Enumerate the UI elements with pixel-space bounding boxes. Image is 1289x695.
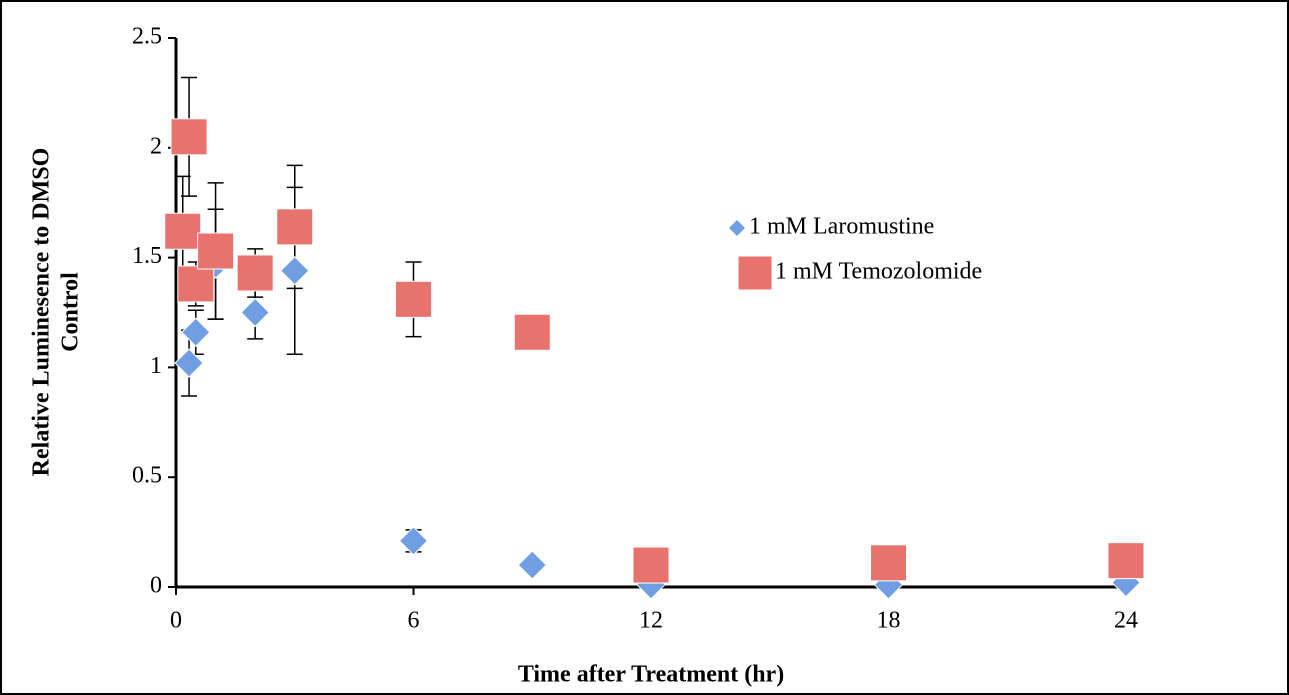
- square-marker: [164, 212, 202, 250]
- y-tick-label: 2.5: [132, 24, 162, 50]
- diamond-marker: [174, 348, 204, 378]
- y-tick-label: 1.5: [132, 243, 162, 269]
- y-tick-label: 0.5: [132, 463, 162, 489]
- square-marker: [236, 254, 274, 292]
- square-marker: [395, 280, 432, 318]
- x-tick-label: 18: [877, 608, 901, 634]
- legend-label: 1 mM Temozolomide: [775, 259, 982, 285]
- square-marker: [177, 265, 215, 303]
- square-marker: [1107, 542, 1145, 580]
- x-tick-label: 12: [639, 608, 663, 634]
- square-marker: [632, 546, 670, 584]
- diamond-marker: [181, 317, 211, 347]
- legend-marker: [729, 220, 745, 236]
- square-marker: [197, 232, 235, 270]
- diamond-marker: [517, 550, 547, 580]
- diamond-marker: [240, 297, 270, 328]
- y-tick-label: 2: [150, 133, 162, 159]
- y-axis-title: Control: [58, 272, 84, 352]
- diamond-marker: [280, 256, 310, 286]
- x-axis-title: Time after Treatment (hr): [518, 662, 784, 688]
- square-marker: [170, 118, 208, 156]
- x-tick-label: 24: [1114, 608, 1138, 634]
- legend-marker: [737, 255, 773, 291]
- legend-label: 1 mM Laromustine: [749, 214, 934, 240]
- x-tick-label: 0: [170, 608, 182, 634]
- x-tick-label: 6: [408, 608, 420, 634]
- square-marker: [513, 313, 551, 351]
- diamond-marker: [398, 526, 429, 556]
- square-marker: [276, 208, 314, 246]
- y-tick-label: 0: [150, 573, 162, 599]
- y-axis-title: Relative Luminesence to DMSO: [29, 148, 55, 477]
- square-marker: [870, 544, 907, 582]
- y-tick-label: 1: [150, 353, 162, 379]
